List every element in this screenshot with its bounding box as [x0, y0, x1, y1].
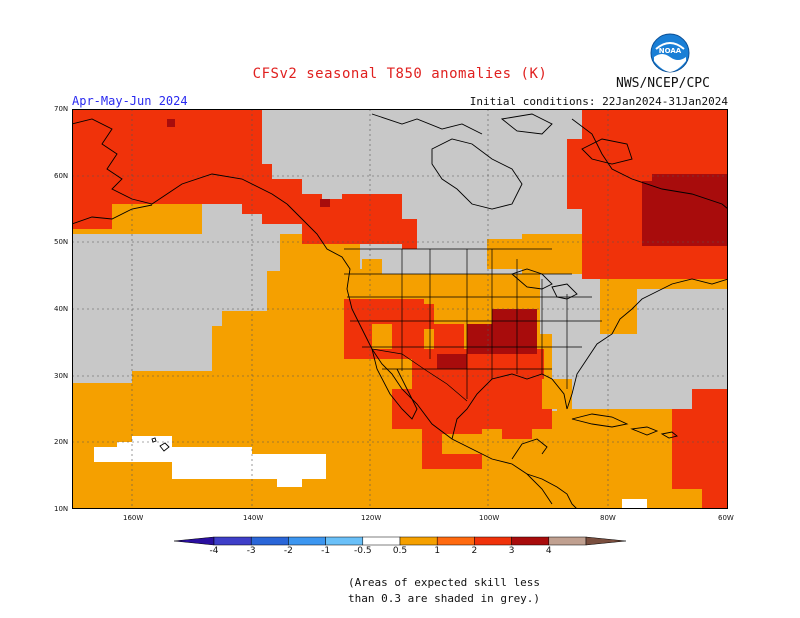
- lat-label-20n: 20N: [54, 438, 69, 446]
- anomaly-1-to-2-regions: [72, 109, 728, 509]
- initial-conditions: Initial conditions: 22Jan2024-31Jan2024: [469, 95, 728, 108]
- forecast-period: Apr-May-Jun 2024: [72, 94, 188, 108]
- skill-note-line-2: than 0.3 are shaded in grey.): [348, 592, 541, 605]
- colorbar-tick-label: -0.5: [354, 546, 372, 556]
- colorbar-tick-label: 2: [471, 546, 478, 556]
- lat-label-50n: 50N: [54, 238, 69, 246]
- colorbar-segment: [511, 536, 550, 546]
- colorbar-segment-below: [173, 536, 215, 546]
- colorbar-labels: -4 -3 -2 -1 -0.5 0.5 1 2 3 4: [170, 546, 630, 560]
- colorbar-segment: [399, 536, 438, 546]
- colorbar-tick-label: -2: [283, 546, 293, 556]
- lon-label-60w: 60W: [718, 514, 734, 522]
- colorbar-segment: [362, 536, 401, 546]
- colorbar-segment-above: [585, 536, 627, 546]
- lat-label-70n: 70N: [54, 105, 69, 113]
- lon-label-140w: 140W: [243, 514, 264, 522]
- noaa-logo: NOAA: [650, 33, 690, 73]
- colorbar-segment: [213, 536, 252, 546]
- near-zero-region: [94, 436, 647, 509]
- lon-label-80w: 80W: [600, 514, 616, 522]
- graticule: [72, 109, 728, 509]
- colorbar: [173, 536, 627, 546]
- colorbar-tick-label: -1: [321, 546, 331, 556]
- noaa-logo-text: NOAA: [659, 47, 682, 55]
- skill-note-line-1: (Areas of expected skill less: [348, 576, 541, 589]
- colorbar-tick-label: -4: [209, 546, 219, 556]
- lon-label-120w: 120W: [361, 514, 382, 522]
- borders: [344, 248, 602, 402]
- skill-note: (Areas of expected skill less than 0.3 a…: [348, 575, 540, 607]
- colorbar-tick-label: 1: [434, 546, 441, 556]
- colorbar-segment: [325, 536, 364, 546]
- lat-label-10n: 10N: [54, 505, 69, 513]
- colorbar-segment: [548, 536, 587, 546]
- anomaly-2-to-3-regions: [167, 119, 728, 369]
- lat-label-60n: 60N: [54, 172, 69, 180]
- lat-label-30n: 30N: [54, 372, 69, 380]
- lat-label-40n: 40N: [54, 305, 69, 313]
- anomaly-map: [72, 109, 728, 509]
- colorbar-tick-label: 3: [508, 546, 515, 556]
- lon-label-160w: 160W: [123, 514, 144, 522]
- colorbar-tick-label: -3: [246, 546, 256, 556]
- map-title: CFSv2 seasonal T850 anomalies (K): [252, 66, 548, 82]
- colorbar-tick-label: 0.5: [392, 546, 408, 556]
- colorbar-tick-label: 4: [545, 546, 552, 556]
- colorbar-segment: [474, 536, 512, 546]
- colorbar-segment: [436, 536, 475, 546]
- colorbar-segment: [288, 536, 326, 546]
- colorbar-segment: [250, 536, 289, 546]
- agency-label: NWS/NCEP/CPC: [616, 76, 710, 91]
- lon-label-100w: 100W: [479, 514, 500, 522]
